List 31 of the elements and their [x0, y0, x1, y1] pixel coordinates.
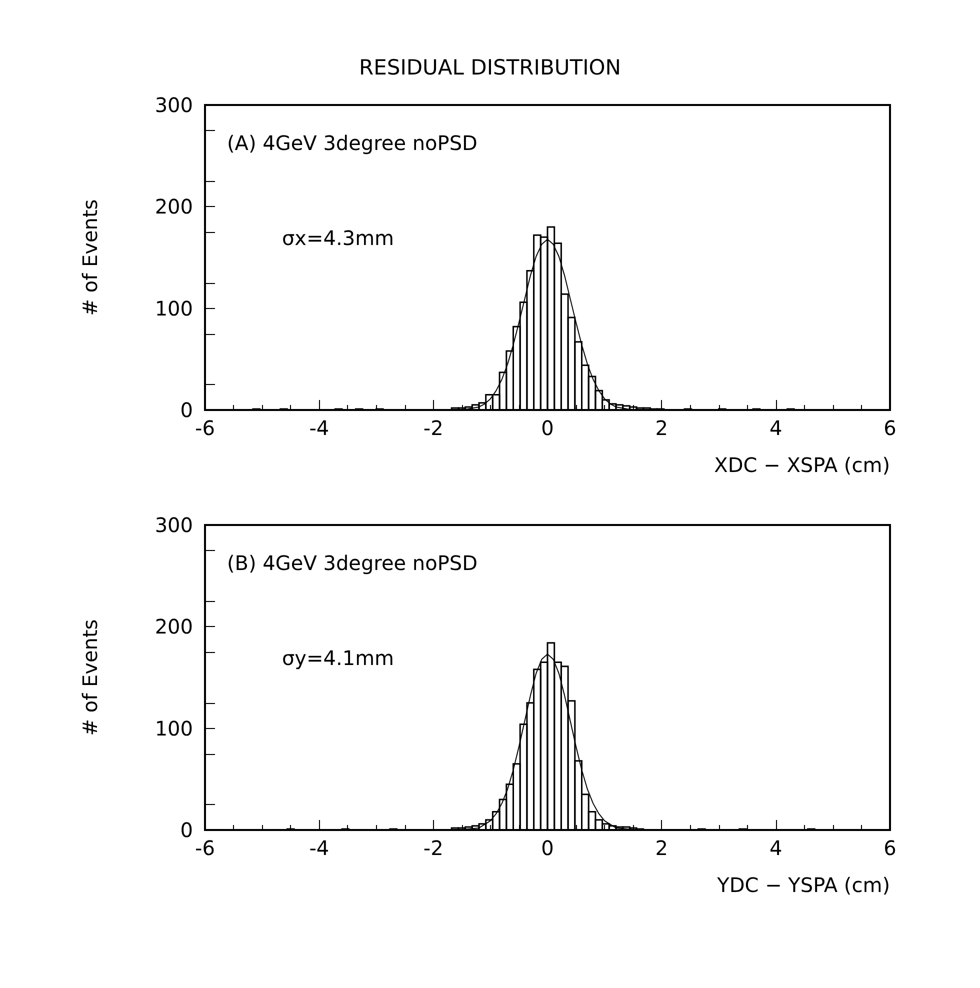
y-tick-label: 100 [154, 716, 193, 740]
x-tick-label: -4 [309, 416, 330, 440]
x-tick-label: 6 [884, 416, 896, 440]
x-tick-label: 4 [769, 416, 782, 440]
annotation: σy=4.1mm [282, 646, 394, 670]
y-tick-label: 100 [154, 296, 193, 320]
x-tick-label: -6 [195, 416, 215, 440]
y-tick-label: 0 [180, 818, 193, 842]
x-tick-label: 0 [541, 416, 554, 440]
y-tick-label: 200 [154, 194, 193, 219]
x-tick-label: 2 [655, 416, 668, 440]
x-tick-label: 2 [655, 836, 668, 860]
chart-title: RESIDUAL DISTRIBUTION [358, 56, 622, 80]
y-tick-label: 300 [154, 93, 193, 117]
x-tick-label: -6 [195, 836, 215, 860]
annotation: (B) 4GeV 3degree noPSD [227, 551, 478, 575]
annotation: σx=4.3mm [282, 226, 394, 250]
y-tick-label: 0 [180, 398, 193, 422]
x-tick-label: -2 [423, 416, 444, 440]
y-axis-title: # of Events [78, 619, 102, 736]
x-tick-label: 0 [541, 836, 554, 860]
x-tick-label: 4 [769, 836, 782, 860]
x-tick-label: -2 [423, 836, 444, 860]
y-axis-title: # of Events [78, 199, 102, 316]
x-tick-label: 6 [884, 836, 896, 860]
x-axis-title: YDC − YSPA (cm) [716, 873, 890, 897]
x-axis-title: XDC − XSPA (cm) [714, 453, 890, 477]
y-tick-label: 300 [154, 513, 193, 537]
annotation: (A) 4GeV 3degree noPSD [227, 131, 478, 155]
x-tick-label: -4 [309, 836, 330, 860]
y-tick-label: 200 [154, 614, 193, 639]
